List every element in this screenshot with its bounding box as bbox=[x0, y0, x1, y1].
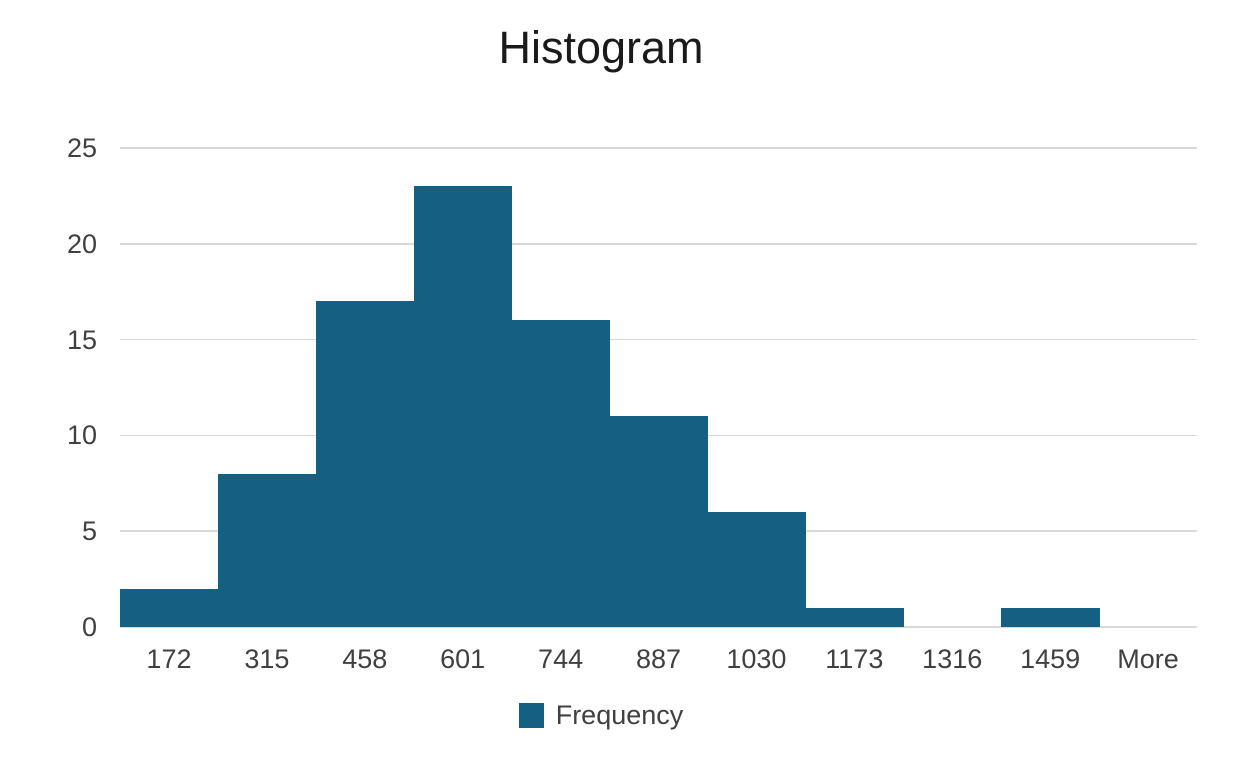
y-tick-label: 0 bbox=[81, 612, 97, 642]
bar-172 bbox=[120, 588, 219, 627]
x-tick-label: 458 bbox=[342, 644, 388, 674]
chart-title: Histogram bbox=[498, 22, 704, 73]
gridline bbox=[120, 338, 1197, 341]
bar-887 bbox=[609, 416, 708, 627]
gridline bbox=[120, 147, 1197, 149]
x-tick-label: 1316 bbox=[922, 644, 983, 674]
bar-1173 bbox=[805, 607, 904, 627]
x-tick-label: More bbox=[1117, 644, 1179, 674]
legend: Frequency bbox=[0, 702, 1202, 729]
x-tick-label: 1173 bbox=[825, 644, 884, 674]
x-tick-label: 1459 bbox=[1020, 644, 1081, 674]
legend-swatch-icon bbox=[518, 703, 544, 728]
x-tick-label: 887 bbox=[635, 644, 682, 674]
bar-458 bbox=[315, 301, 415, 627]
gridline bbox=[120, 243, 1197, 245]
x-axis-line bbox=[120, 626, 1197, 628]
bar-1030 bbox=[707, 512, 806, 627]
bar-744 bbox=[511, 320, 611, 627]
y-tick-label: 15 bbox=[66, 324, 97, 355]
y-tick-label: 10 bbox=[66, 420, 97, 451]
legend-label: Frequency bbox=[555, 700, 684, 730]
y-tick-label: 5 bbox=[81, 516, 97, 547]
bar-315 bbox=[217, 473, 317, 627]
bar-601 bbox=[413, 186, 513, 627]
x-tick-label: 172 bbox=[146, 644, 192, 674]
x-tick-label: 1030 bbox=[726, 644, 787, 674]
y-tick-label: 20 bbox=[66, 228, 97, 259]
y-tick-label: 25 bbox=[66, 133, 97, 163]
x-tick-label: 601 bbox=[440, 644, 486, 674]
bar-1459 bbox=[1001, 607, 1100, 627]
plot-area bbox=[120, 147, 1197, 628]
x-tick-label: 744 bbox=[538, 644, 584, 674]
x-tick-label: 315 bbox=[244, 644, 290, 674]
